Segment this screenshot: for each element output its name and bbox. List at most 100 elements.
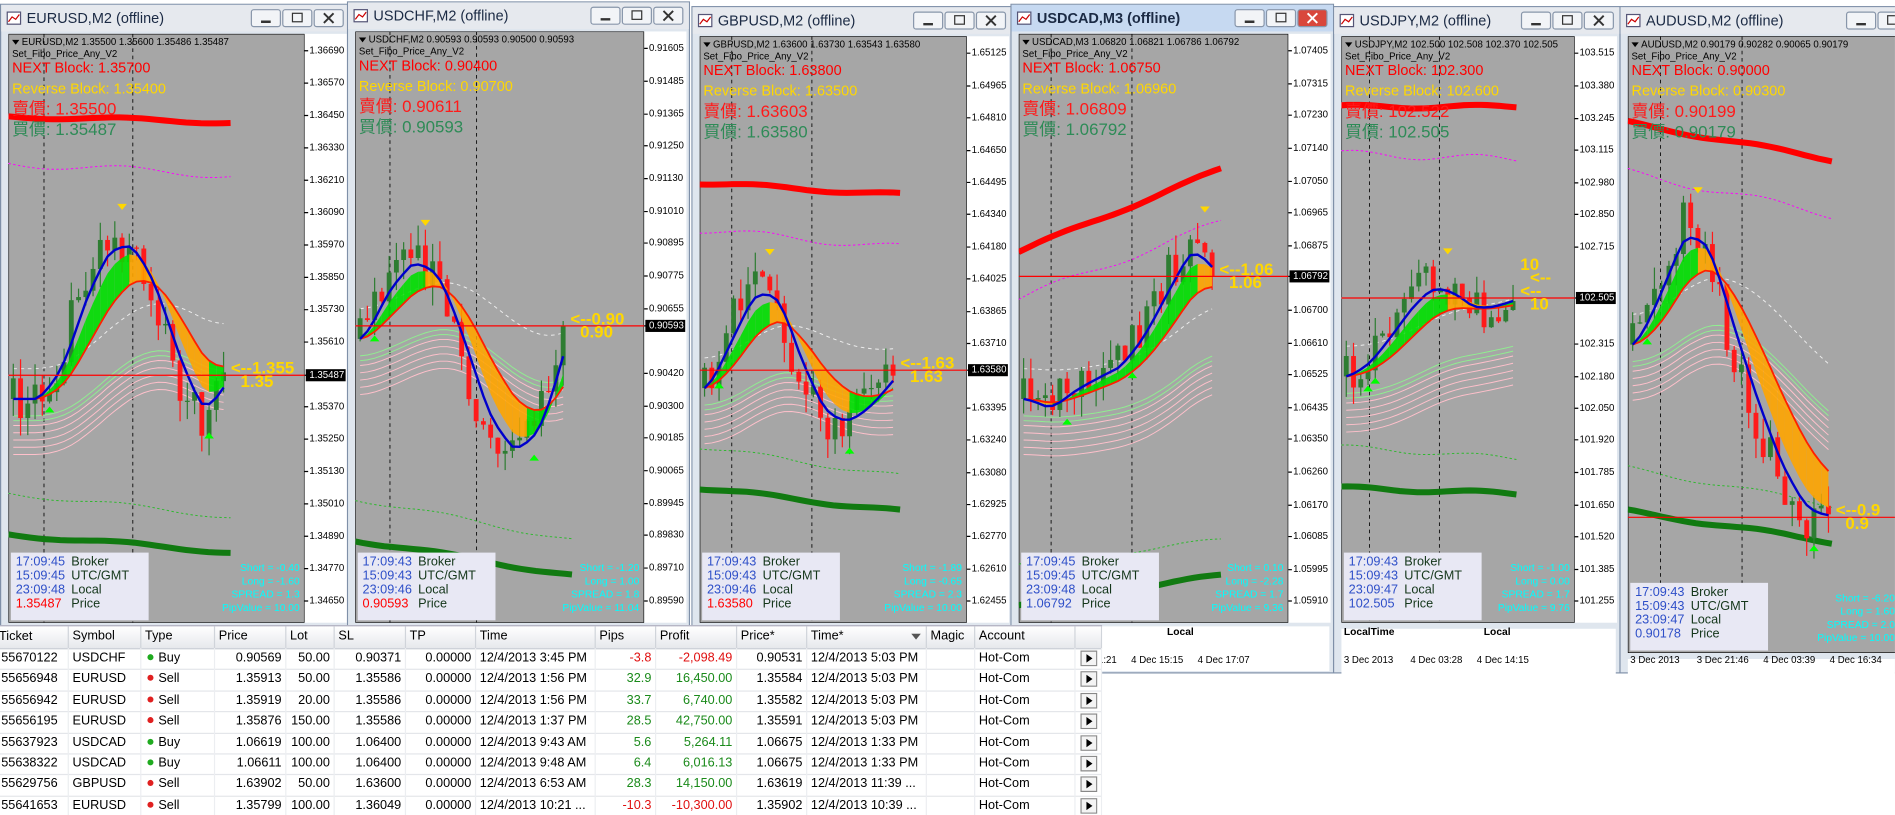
clock-time: 17:09:43 bbox=[1635, 585, 1684, 599]
clock-time: 0.90178 bbox=[1635, 627, 1681, 641]
row-button[interactable] bbox=[1080, 671, 1098, 688]
price-axis-label: 1.07315 bbox=[1293, 78, 1328, 89]
window-button-max[interactable] bbox=[621, 6, 652, 25]
cell-text: 16,450.00 bbox=[675, 671, 733, 687]
row-button[interactable] bbox=[1080, 650, 1098, 667]
column-header: Lot bbox=[290, 628, 308, 644]
row-button[interactable] bbox=[1080, 776, 1098, 793]
candle-body bbox=[1459, 283, 1465, 299]
clock-label: Price bbox=[1691, 627, 1720, 641]
window-button-max[interactable] bbox=[1265, 9, 1297, 28]
table-cell: 0.90371 bbox=[335, 648, 407, 670]
price-axis-label: 1.63580 bbox=[972, 365, 1007, 376]
header-cell[interactable]: Price* bbox=[737, 626, 808, 649]
candle-body bbox=[1481, 292, 1487, 328]
time-axis bbox=[1627, 659, 1895, 674]
header-cell[interactable]: Lot bbox=[286, 626, 335, 649]
price-axis-label: 1.62610 bbox=[972, 564, 1007, 575]
trade-row[interactable]: 55641653 EURUSD Sell 1.35799 100.00 1.36049 0.… bbox=[0, 795, 1103, 815]
ma-fast bbox=[1023, 253, 1214, 408]
candle-body bbox=[1187, 239, 1193, 267]
header-cell[interactable]: Price bbox=[215, 626, 287, 649]
ma-ribbon bbox=[719, 361, 727, 381]
window-button-min[interactable] bbox=[1234, 9, 1265, 28]
ma-ribbon bbox=[762, 302, 770, 331]
header-cell[interactable]: Type bbox=[141, 626, 216, 649]
row-button[interactable] bbox=[1080, 692, 1098, 709]
row-button[interactable] bbox=[1080, 713, 1098, 730]
buy-price: 買價: 102.505 bbox=[1345, 122, 1449, 141]
window-button-max[interactable] bbox=[1552, 11, 1583, 30]
candle-body bbox=[803, 381, 809, 395]
row-button[interactable] bbox=[1080, 755, 1098, 772]
chart-header: USDJPY,M2 102.500 102.508 102.370 102.50… bbox=[1355, 39, 1558, 50]
trade-row[interactable]: 55638322 USDCAD Buy 1.06611 100.00 1.06400 0.0… bbox=[0, 753, 1103, 776]
header-cell[interactable]: SL bbox=[335, 626, 407, 649]
ma-ribbon bbox=[172, 305, 181, 338]
support-line bbox=[699, 486, 901, 513]
cell-text: 12/4/2013 5:03 PM bbox=[810, 692, 919, 708]
header-cell[interactable]: TP bbox=[406, 626, 477, 649]
header-cell[interactable]: Symbol bbox=[69, 626, 142, 649]
table-cell: 100.00 bbox=[286, 732, 335, 754]
candle-body bbox=[1724, 284, 1730, 350]
header-cell[interactable]: Ticket bbox=[0, 626, 69, 649]
price-axis-label: 1.63240 bbox=[972, 434, 1007, 445]
row-button[interactable] bbox=[1080, 797, 1098, 814]
chart-window: USDCAD,M3 (offline) 1.07405 1.07315 1.07230… bbox=[1010, 3, 1335, 674]
trade-row[interactable]: 55656195 EURUSD Sell 1.35876 150.00 1.35586 0.… bbox=[0, 711, 1103, 734]
header-cell[interactable]: Account bbox=[975, 626, 1076, 649]
candle-body bbox=[177, 360, 183, 401]
trade-row[interactable]: 55670122 USDCHF Buy 0.90569 50.00 0.90371 0.00… bbox=[0, 648, 1103, 671]
ma-ribbon bbox=[1074, 391, 1082, 398]
table-cell bbox=[927, 753, 976, 775]
cell-text: Hot-Com bbox=[978, 713, 1030, 729]
clock-label: Price bbox=[418, 596, 447, 610]
trade-row[interactable]: 55629756 GBPUSD Sell 1.63902 50.00 1.63600 0.0… bbox=[0, 774, 1103, 797]
table-cell: 55670122 bbox=[0, 648, 69, 670]
window-button-min[interactable] bbox=[590, 6, 621, 25]
window-button-min[interactable] bbox=[1520, 11, 1552, 30]
candle-body bbox=[1488, 317, 1494, 328]
trade-row[interactable]: 55656942 EURUSD Sell 1.35919 20.00 1.35586 0.0… bbox=[0, 690, 1103, 713]
table-cell: 12/4/2013 9:43 AM bbox=[476, 732, 596, 754]
window-button-min[interactable] bbox=[913, 11, 944, 30]
clock-time: 0.90593 bbox=[363, 596, 409, 610]
table-cell: 0.00000 bbox=[406, 795, 477, 815]
buy-signal bbox=[844, 447, 855, 454]
price-axis-label: 0.90895 bbox=[649, 238, 684, 249]
reverse-block: Reverse Block: 102.600 bbox=[1345, 84, 1499, 100]
sell-price: 賣價: 1.35500 bbox=[12, 100, 116, 119]
window-button-min[interactable] bbox=[250, 9, 281, 28]
row-button[interactable] bbox=[1080, 734, 1098, 751]
header-cell[interactable]: Pips bbox=[596, 626, 657, 649]
window-button-max[interactable] bbox=[944, 11, 975, 30]
trade-row[interactable]: 55637923 USDCAD Buy 1.06619 100.00 1.06400 0.0… bbox=[0, 732, 1103, 755]
candle-body bbox=[437, 261, 443, 280]
header-cell[interactable]: Profit bbox=[656, 626, 738, 649]
spread-stat: Short = -1.89 bbox=[902, 563, 962, 574]
price-axis-label: 102.850 bbox=[1580, 209, 1615, 220]
price-axis-label: 0.90065 bbox=[649, 465, 684, 476]
header-cell[interactable]: Magic bbox=[927, 626, 976, 649]
candle-body bbox=[1137, 325, 1143, 348]
reverse-block: Reverse Block: 0.90300 bbox=[1631, 84, 1785, 100]
price-axis-label: 1.65125 bbox=[972, 48, 1007, 59]
table-cell: Hot-Com bbox=[975, 669, 1076, 691]
ma-ribbon bbox=[100, 273, 108, 324]
trade-row[interactable]: 55656948 EURUSD Sell 1.35913 50.00 1.35586 0.0… bbox=[0, 669, 1103, 692]
cell-text: 1.35902 bbox=[756, 797, 803, 813]
price-axis-label: 1.64180 bbox=[972, 242, 1007, 253]
header-cell[interactable]: Time* bbox=[807, 626, 927, 649]
header-cell bbox=[1076, 626, 1103, 649]
candle-body bbox=[1474, 292, 1480, 314]
window-button-max[interactable] bbox=[282, 9, 313, 28]
table-cell bbox=[927, 690, 976, 712]
fibo-band bbox=[1632, 349, 1829, 436]
window-button-min[interactable] bbox=[1845, 11, 1877, 30]
collapse-icon bbox=[1022, 39, 1030, 45]
candle-body bbox=[466, 356, 472, 400]
window-button-max[interactable] bbox=[1877, 11, 1895, 30]
header-cell[interactable]: Time bbox=[476, 626, 596, 649]
